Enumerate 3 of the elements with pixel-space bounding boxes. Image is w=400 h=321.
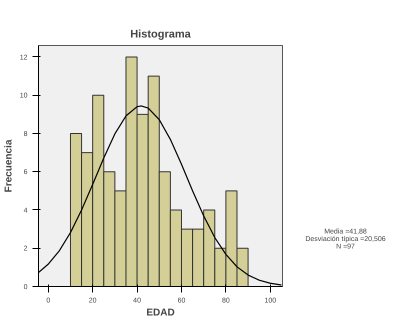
x-axis-title: EDAD <box>146 308 175 318</box>
y-axis-title: Frecuencia <box>4 139 15 192</box>
chart-title: Histograma <box>130 28 192 40</box>
